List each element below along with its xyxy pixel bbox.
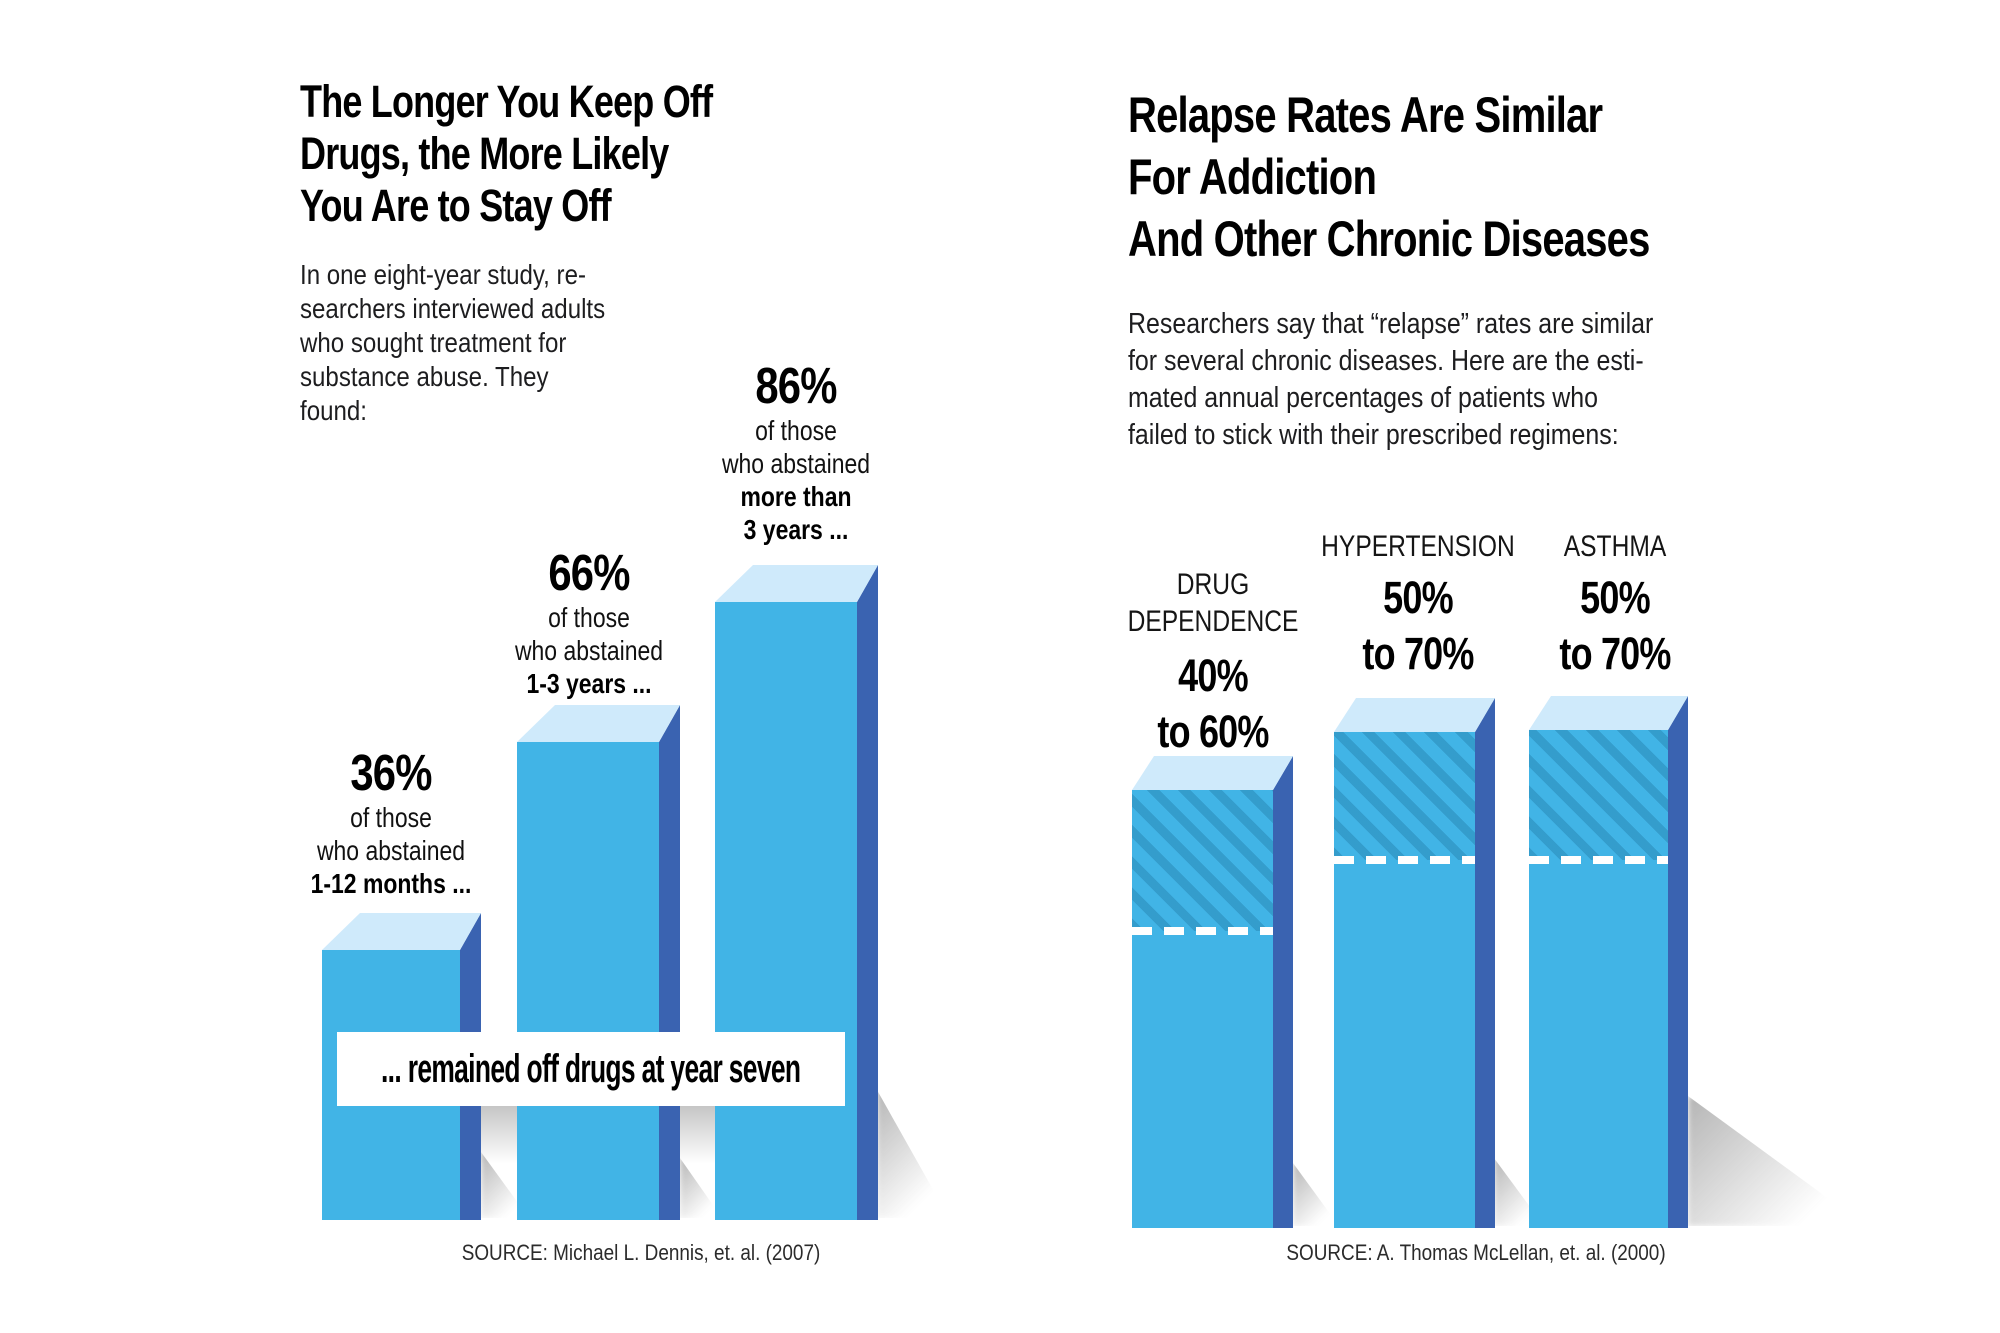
right-bar-1-side-face (1273, 756, 1293, 1228)
right-bar-2-face (1334, 732, 1475, 1228)
right-intro-line-2: for several chronic diseases. Here are t… (1128, 345, 1644, 377)
left-bar-3-side-face (857, 565, 878, 1220)
right-title-line-3: And Other Chronic Diseases (1128, 211, 1650, 267)
range-hypertension: 50% to 70% (1362, 572, 1474, 679)
right-bar-3-side-face (1668, 696, 1688, 1228)
right-chart-title: Relapse Rates Are Similar For Addiction … (1128, 84, 1650, 270)
bar-label-66pct: 66% of those who abstained 1-3 years ... (450, 545, 729, 700)
right-bar-1-top-face (1132, 756, 1293, 790)
right-bar-3-top-face (1529, 696, 1688, 730)
right-bar-2-side-face (1475, 698, 1495, 1228)
value-86: 86% (755, 357, 837, 414)
value-66: 66% (548, 544, 630, 601)
banner-text: ... remained off drugs at year seven (381, 1046, 801, 1091)
left-bar-3-top-face (715, 565, 878, 602)
low-estimate-dashed-line (1529, 856, 1668, 864)
bar-label-86pct: 86% of those who abstained more than 3 y… (657, 358, 936, 546)
left-chart-intro: In one eight-year study, re- searchers i… (300, 258, 605, 428)
category-drug-dependence: DRUG DEPENDENCE (1127, 568, 1299, 638)
left-title-line-3: You Are to Stay Off (300, 180, 612, 231)
range-asthma: 50% to 70% (1559, 572, 1671, 679)
year-seven-banner: ... remained off drugs at year seven (337, 1032, 845, 1106)
right-bar-2-top-face (1334, 698, 1495, 732)
right-title-line-1: Relapse Rates Are Similar (1128, 87, 1603, 143)
right-bar-1-face (1132, 790, 1273, 1228)
right-title-line-2: For Addiction (1128, 149, 1377, 205)
category-hypertension: HYPERTENSION (1321, 530, 1515, 563)
right-source: SOURCE: A. Thomas McLellan, et. al. (200… (1286, 1240, 1666, 1265)
right-intro-line-1: Researchers say that “relapse” rates are… (1128, 308, 1654, 340)
left-title-line-2: Drugs, the More Likely (300, 128, 669, 179)
left-bar-1-top-face (322, 913, 481, 950)
right-intro-line-3: mated annual percentages of patients who (1128, 382, 1599, 414)
value-36: 36% (350, 744, 432, 801)
left-bar-2-side-face (659, 705, 680, 1220)
left-intro-line-5: found: (300, 395, 367, 426)
relapse-range-hatch-region (1334, 732, 1475, 860)
bar-ground-shadow (1688, 1096, 1866, 1226)
bar-ground-shadow (877, 1090, 949, 1218)
left-bar-2-face (517, 742, 659, 1220)
left-title-line-1: The Longer You Keep Off (300, 76, 713, 127)
bar-label-36pct: 36% of those who abstained 1-12 months .… (252, 745, 531, 900)
left-intro-line-4: substance abuse. They (300, 361, 549, 392)
left-intro-line-2: searchers interviewed adults (300, 293, 606, 324)
bar-ground-shadow (1293, 1163, 1339, 1226)
left-bar-3-face (715, 602, 857, 1220)
right-intro-line-4: failed to stick with their prescribed re… (1128, 419, 1619, 451)
left-source: SOURCE: Michael L. Dennis, et. al. (2007… (461, 1240, 821, 1265)
left-intro-line-1: In one eight-year study, re- (300, 259, 586, 290)
relapse-range-hatch-region (1132, 790, 1273, 931)
category-asthma: ASTHMA (1563, 530, 1667, 563)
range-drug-dependence: 40% to 60% (1157, 650, 1269, 757)
left-bar-2-top-face (517, 705, 680, 742)
relapse-range-hatch-region (1529, 730, 1668, 860)
right-chart-intro: Researchers say that “relapse” rates are… (1128, 306, 1653, 454)
right-bar-3-face (1529, 730, 1668, 1228)
left-intro-line-3: who sought treatment for (300, 327, 567, 358)
left-chart-title: The Longer You Keep Off Drugs, the More … (300, 76, 713, 232)
low-estimate-dashed-line (1132, 927, 1273, 935)
low-estimate-dashed-line (1334, 856, 1475, 864)
